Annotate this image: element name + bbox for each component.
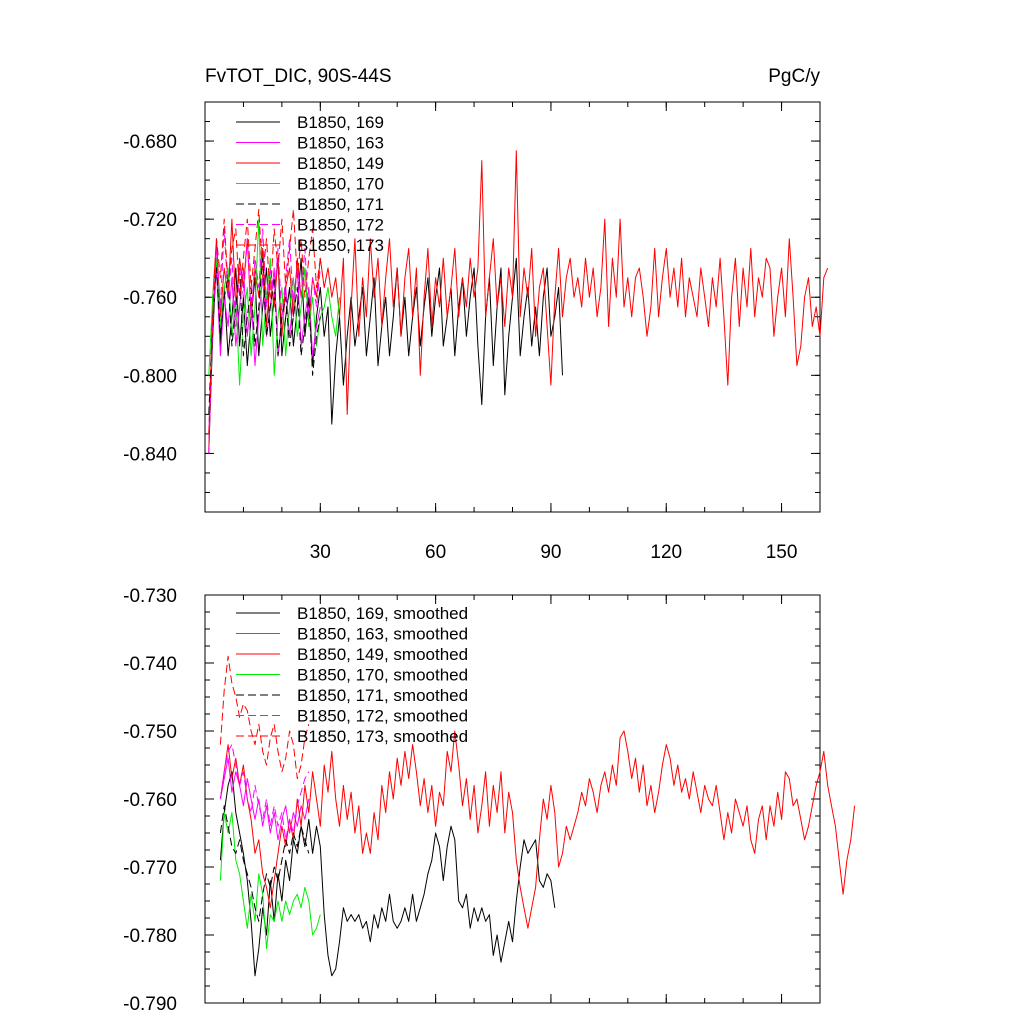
legend-label-7: B1850, 173, smoothed <box>297 727 468 746</box>
y-tick-label: -0.760 <box>123 288 177 309</box>
legend-label-1: B1850, 169, smoothed <box>297 604 468 623</box>
y-tick-label: -0.790 <box>123 994 177 1015</box>
x-tick-label: 90 <box>540 542 561 563</box>
legend-label-2: B1850, 163, smoothed <box>297 625 468 644</box>
bottom-panel: -0.730 -0.740 -0.750 -0.760 -0.770 -0.780 -0.7… <box>123 586 856 1015</box>
legend-label-1: B1850, 169 <box>297 113 384 132</box>
y-tick-label: -0.840 <box>123 444 177 465</box>
y-tick-label: -0.760 <box>123 790 177 811</box>
x-tick-label: 120 <box>650 542 682 563</box>
series-line-4 <box>208 218 340 386</box>
series-line-4 <box>219 812 321 950</box>
y-tick-label: -0.730 <box>123 586 177 607</box>
series-line-5 <box>219 805 310 922</box>
y-tick-label: -0.720 <box>123 210 177 231</box>
legend-label-3: B1850, 149 <box>297 154 384 173</box>
legend-label-6: B1850, 172, smoothed <box>297 707 468 726</box>
legend-label-2: B1850, 163 <box>297 134 384 153</box>
top-panel: FvTOT_DIC, 90S-44S PgC/y -0.680-0.720-0.… <box>123 66 829 563</box>
units-label: PgC/y <box>768 66 820 87</box>
legend-label-5: B1850, 171 <box>297 195 384 214</box>
bottom-plot-area: -0.730 -0.740 -0.750 -0.760 -0.770 -0.780 -0.7… <box>123 586 856 1015</box>
x-tick-label: 150 <box>766 542 798 563</box>
x-tick-label: 60 <box>425 542 446 563</box>
y-tick-label: -0.770 <box>123 858 177 879</box>
series-line-7 <box>208 208 321 434</box>
legend-label-7: B1850, 173 <box>297 236 384 255</box>
series-line-3 <box>219 730 856 929</box>
y-tick-label: -0.750 <box>123 722 177 743</box>
legend-label-4: B1850, 170, smoothed <box>297 666 468 685</box>
legend-label-6: B1850, 172 <box>297 216 384 235</box>
legend-label-3: B1850, 149, smoothed <box>297 645 468 664</box>
legend-label-5: B1850, 171, smoothed <box>297 686 468 705</box>
series-line-1 <box>219 771 556 977</box>
x-tick-label: 30 <box>310 542 331 563</box>
y-tick-label: -0.680 <box>123 132 177 153</box>
legend-label-4: B1850, 170 <box>297 175 384 194</box>
chart-title: FvTOT_DIC, 90S-44S <box>205 66 392 87</box>
y-tick-label: -0.740 <box>123 654 177 675</box>
series-line-6 <box>208 228 321 454</box>
y-tick-label: -0.800 <box>123 366 177 387</box>
series-line-6 <box>219 744 310 841</box>
top-plot-area: -0.680 -0.720 -0.760 -0.800 -0.840 30 60 90 120 1… <box>123 101 829 563</box>
y-tick-label: -0.780 <box>123 926 177 947</box>
series-line-2 <box>219 757 310 841</box>
series-line-7 <box>219 655 310 780</box>
